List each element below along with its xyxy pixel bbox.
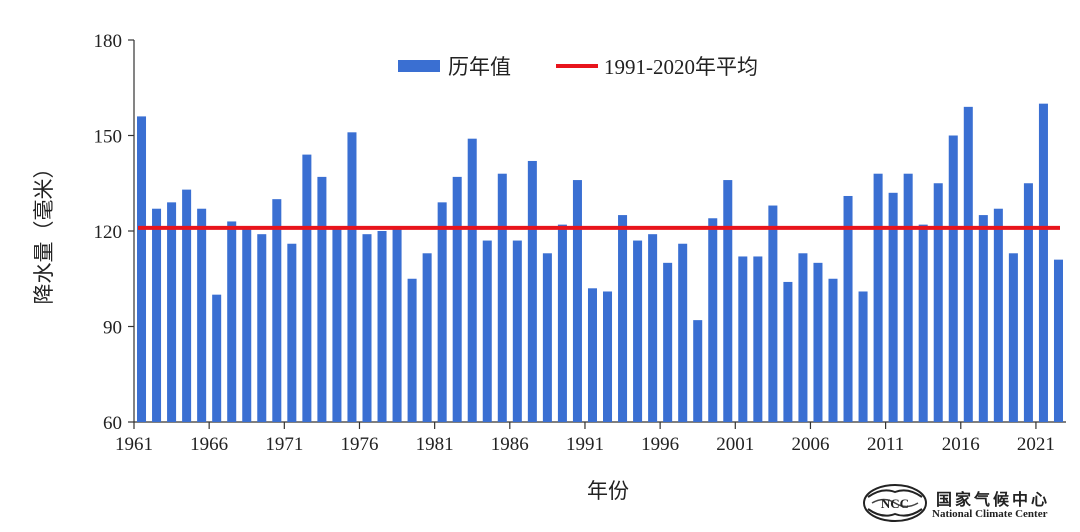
bar-2003: [768, 205, 778, 422]
bar-1985: [497, 173, 507, 422]
bar-1991: [587, 288, 597, 422]
legend: 历年值 1991-2020年平均: [398, 55, 758, 79]
bar-2016: [963, 106, 973, 422]
bar-1993: [618, 215, 628, 422]
bar-2017: [978, 215, 988, 422]
bar-2009: [858, 291, 868, 422]
y-tick-label: 60: [103, 413, 122, 434]
x-tick-label: 1961: [115, 434, 153, 455]
bar-1969: [257, 234, 267, 422]
x-tick-label: 2021: [1017, 434, 1055, 455]
bar-1997: [678, 243, 688, 422]
bar-2010: [873, 173, 883, 422]
y-axis-title: 降水量（毫米）: [32, 158, 56, 305]
bar-1982: [452, 176, 462, 422]
bar-1998: [693, 320, 703, 422]
y-tick-label: 180: [94, 31, 123, 52]
bar-1987: [527, 160, 537, 422]
bar-1966: [212, 294, 222, 422]
bar-2002: [753, 256, 763, 422]
x-tick-label: 2011: [867, 434, 904, 455]
x-axis-title: 年份: [587, 479, 629, 503]
bar-2018: [993, 208, 1003, 422]
logo-name-english: National Climate Center: [932, 508, 1048, 520]
y-tick-label: 120: [94, 222, 123, 243]
bar-2013: [918, 224, 928, 422]
y-tick-label: 150: [94, 127, 123, 148]
bar-1961: [137, 116, 147, 423]
bar-2001: [738, 256, 748, 422]
bar-2008: [843, 195, 853, 422]
bar-1990: [572, 180, 582, 422]
x-tick-label: 2016: [942, 434, 980, 455]
bar-1995: [648, 234, 658, 422]
bar-1978: [392, 227, 402, 422]
bar-1988: [542, 253, 552, 422]
bar-2019: [1008, 253, 1018, 422]
bar-2020: [1023, 183, 1033, 422]
legend-line-label: 1991-2020年平均: [604, 55, 758, 79]
bar-1977: [377, 231, 387, 422]
bar-1989: [557, 224, 567, 422]
bar-1967: [227, 221, 237, 422]
axes: 60 90 120 150 180 1961 1966 1971 1976 1981 1986 199…: [94, 31, 1066, 455]
bar-2012: [903, 173, 913, 422]
bar-1976: [362, 234, 372, 422]
bar-1996: [663, 262, 673, 422]
x-tick-label: 1976: [340, 434, 378, 455]
bar-1999: [708, 218, 718, 422]
legend-bars-label: 历年值: [448, 55, 511, 79]
x-tick-label: 1966: [190, 434, 228, 455]
logo-name-chinese: 国家气候中心: [936, 490, 1051, 509]
bar-2022: [1053, 259, 1063, 422]
bar-1965: [197, 208, 207, 422]
bar-1962: [152, 208, 162, 422]
bar-1963: [167, 202, 177, 422]
bar-1970: [272, 199, 282, 422]
bar-1992: [603, 291, 613, 422]
x-tick-label: 2001: [716, 434, 754, 455]
bar-2021: [1038, 103, 1048, 423]
bar-1983: [467, 138, 477, 422]
legend-bars-swatch: [398, 60, 440, 72]
y-tick-label: 90: [103, 318, 122, 339]
bar-1979: [407, 278, 417, 422]
bar-2007: [828, 278, 838, 422]
x-tick-label: 2006: [791, 434, 829, 455]
ncc-logo: NCC 国家气候中心 National Climate Center: [862, 482, 1074, 528]
bar-1972: [302, 154, 312, 422]
bar-1980: [422, 253, 432, 422]
bars: [137, 103, 1063, 423]
bar-1984: [482, 240, 492, 422]
bar-2014: [933, 183, 943, 422]
x-tick-label: 1971: [265, 434, 303, 455]
bar-2004: [783, 281, 793, 422]
bar-1973: [317, 176, 327, 422]
x-tick-label: 1981: [416, 434, 454, 455]
bar-1971: [287, 243, 297, 422]
svg-text:NCC: NCC: [881, 496, 909, 511]
bar-1964: [182, 189, 192, 422]
ncc-emblem-icon: NCC: [863, 484, 927, 522]
bar-2006: [813, 262, 823, 422]
bar-1974: [332, 227, 342, 422]
bar-1968: [242, 227, 252, 422]
bar-1981: [437, 202, 447, 422]
x-tick-label: 1996: [641, 434, 679, 455]
bar-2005: [798, 253, 808, 422]
x-tick-label: 1986: [491, 434, 529, 455]
bar-2011: [888, 192, 898, 422]
bar-2015: [948, 135, 958, 422]
bar-1986: [512, 240, 522, 422]
bar-1994: [633, 240, 643, 422]
x-tick-label: 1991: [566, 434, 604, 455]
bar-1975: [347, 132, 357, 423]
bar-2000: [723, 180, 733, 422]
